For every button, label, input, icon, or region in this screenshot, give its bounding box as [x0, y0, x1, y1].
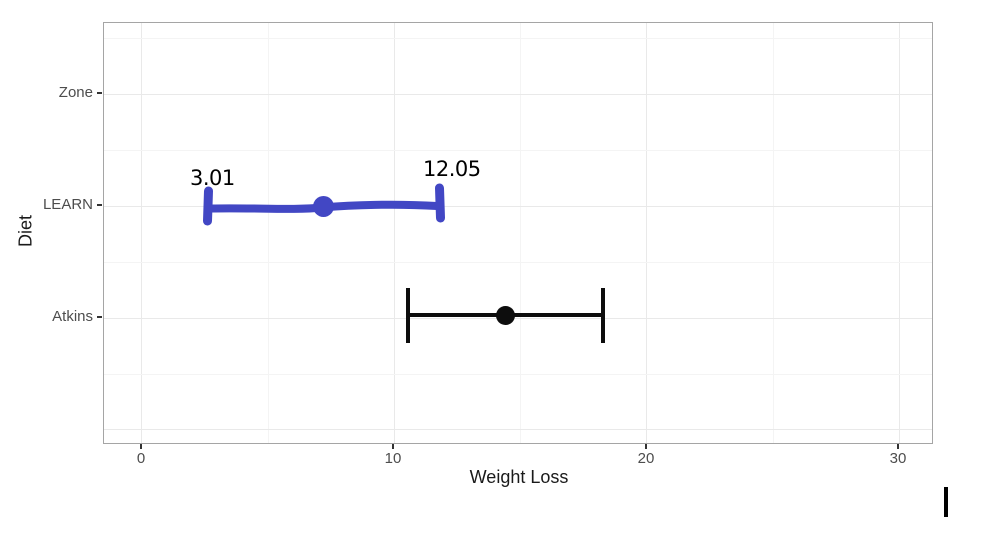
gridline [394, 23, 395, 443]
y-axis-tick [97, 316, 102, 318]
gridline [104, 429, 932, 430]
x-tick-label: 20 [637, 450, 655, 467]
y-tick-label: Zone [58, 84, 93, 101]
x-axis-tick [140, 444, 142, 449]
y-axis-title: Diet [15, 214, 36, 248]
gridline [104, 206, 932, 207]
annotation-upper: 12.05 [423, 157, 481, 181]
gridline [773, 23, 774, 443]
plot-panel [103, 22, 933, 444]
x-axis-tick [392, 444, 394, 449]
gridline [104, 318, 932, 319]
gridline [520, 23, 521, 443]
gridline [141, 23, 142, 443]
y-axis-tick [97, 92, 102, 94]
y-tick-label: LEARN [42, 196, 93, 213]
x-tick-label: 10 [384, 450, 402, 467]
gridline [646, 23, 647, 443]
annotation-lower: 3.01 [190, 166, 235, 190]
gridline [104, 150, 932, 151]
gridline [899, 23, 900, 443]
gridline [104, 374, 932, 375]
x-tick-label: 30 [889, 450, 907, 467]
y-axis-tick [97, 204, 102, 206]
gridline [104, 262, 932, 263]
atkins-errorbar-cap-left [406, 288, 410, 343]
x-axis-tick [897, 444, 899, 449]
atkins-mean-point [496, 306, 515, 325]
x-axis-title: Weight Loss [469, 467, 569, 487]
x-tick-label: 0 [136, 450, 146, 467]
text-caret[interactable] [944, 487, 948, 517]
gridline [268, 23, 269, 443]
gridline [104, 38, 932, 39]
x-axis-tick [645, 444, 647, 449]
y-tick-label: Atkins [52, 308, 93, 325]
atkins-errorbar-cap-right [601, 288, 605, 343]
gridline [104, 94, 932, 95]
